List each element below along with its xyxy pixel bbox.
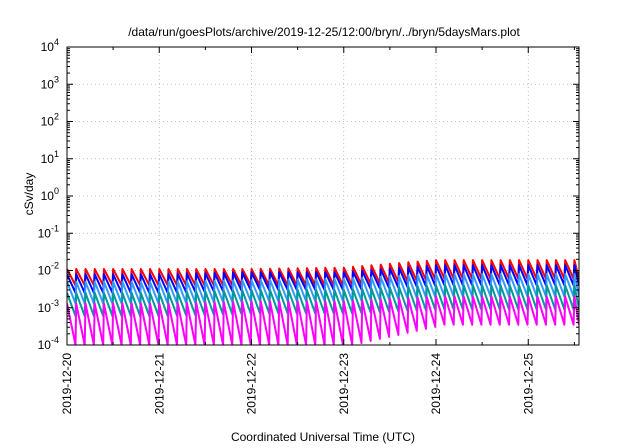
x-tick-label: 2019-12-21 [152, 353, 166, 415]
x-tick-label: 2019-12-20 [60, 353, 74, 415]
y-tick-label: 101 [41, 149, 59, 166]
y-tick-label: 10-4 [38, 335, 59, 352]
series-line-5 [67, 295, 579, 345]
x-tick-label: 2019-12-23 [337, 353, 351, 415]
y-tick-label: 10-1 [38, 223, 59, 240]
axes: 10-4 10-3 10-2 10-1 100 101 102 103 104 2019-12-2… [38, 37, 579, 414]
y-tick-label: 102 [41, 112, 59, 129]
y-tick-label: 10-3 [38, 298, 59, 315]
x-tick-label: 2019-12-24 [429, 353, 443, 415]
y-tick-label: 103 [41, 74, 59, 91]
y-tick-label: 10-2 [38, 261, 59, 278]
y-tick-label: 104 [41, 37, 59, 54]
y-tick-label: 100 [41, 186, 59, 203]
chart-title: /data/run/goesPlots/archive/2019-12-25/1… [128, 25, 520, 39]
x-axis-label: Coordinated Universal Time (UTC) [231, 430, 415, 444]
series-layer [67, 259, 579, 345]
x-tick-label: 2019-12-25 [521, 353, 535, 415]
y-axis-label: cSv/day [22, 173, 36, 216]
x-tick-label: 2019-12-22 [245, 353, 259, 415]
